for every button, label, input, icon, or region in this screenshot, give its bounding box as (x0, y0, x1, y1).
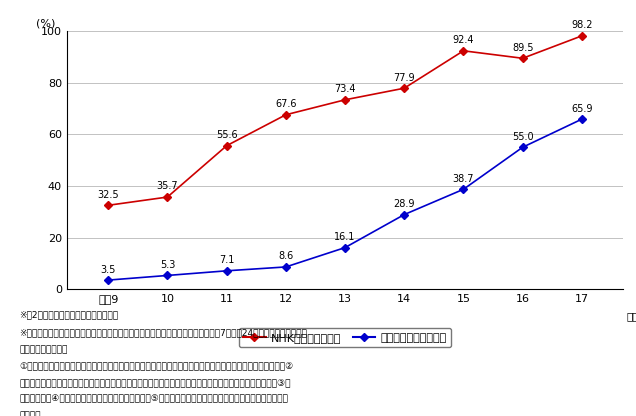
Text: 国語の番組、④大部分が歌唱・器楽演奏の音楽番組、⑤権利処理上の理由等により字幕を付すことができない: 国語の番組、④大部分が歌唱・器楽演奏の音楽番組、⑤権利処理上の理由等により字幕を… (19, 395, 288, 404)
Text: 67.6: 67.6 (275, 99, 296, 109)
Text: (%): (%) (36, 19, 56, 29)
Text: 89.5: 89.5 (512, 43, 534, 53)
Text: 放送番組: 放送番組 (19, 411, 41, 416)
Text: 65.9: 65.9 (571, 104, 593, 114)
Text: 55.6: 55.6 (216, 130, 237, 140)
Text: 3.5: 3.5 (100, 265, 116, 275)
Text: 38.7: 38.7 (453, 174, 474, 184)
Text: 73.4: 73.4 (335, 84, 356, 94)
Text: 7.1: 7.1 (219, 255, 234, 265)
Text: 8.6: 8.6 (278, 251, 293, 261)
Text: オープンキャプション、手話等により音声を説明している放送番組（例　字幕付き映画、手話ニュース）、③外: オープンキャプション、手話等により音声を説明している放送番組（例 字幕付き映画、… (19, 378, 291, 387)
Text: ※　この図表における「字幕付与可能な放送時間」とは次に掲げる放送番組を除く7時から24時までの新たに放送す: ※ この図表における「字幕付与可能な放送時間」とは次に掲げる放送番組を除く7時か… (19, 328, 307, 337)
Text: 77.9: 77.9 (394, 73, 415, 83)
Text: （年度）: （年度） (626, 311, 636, 321)
Text: 98.2: 98.2 (571, 20, 593, 30)
Text: 16.1: 16.1 (335, 232, 356, 242)
Text: ①技術的に字幕を付すことができない放送番組（例　現在のところのニュース、スポーツ中継等の生番組）、②: ①技術的に字幕を付すことができない放送番組（例 現在のところのニュース、スポーツ… (19, 362, 293, 371)
Text: 35.7: 35.7 (156, 181, 178, 191)
Text: 28.9: 28.9 (394, 199, 415, 209)
Legend: NHK（総合テレビ）, 民放（キー５局平均）: NHK（総合テレビ）, 民放（キー５局平均） (239, 328, 451, 347)
Text: る放送番組の時間数: る放送番組の時間数 (19, 345, 67, 354)
Text: 55.0: 55.0 (512, 132, 534, 142)
Text: 32.5: 32.5 (97, 190, 119, 200)
Text: 5.3: 5.3 (160, 260, 175, 270)
Text: ※　2週間のサンプル週を調査したもの: ※ 2週間のサンプル週を調査したもの (19, 310, 118, 319)
Text: 92.4: 92.4 (453, 35, 474, 45)
